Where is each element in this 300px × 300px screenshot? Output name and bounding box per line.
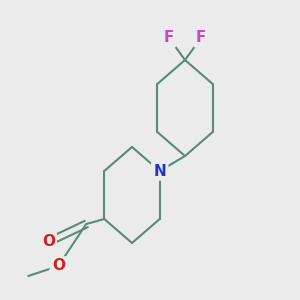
- Text: O: O: [52, 259, 65, 274]
- Text: F: F: [164, 31, 174, 46]
- Text: O: O: [42, 235, 55, 250]
- Text: N: N: [153, 164, 166, 178]
- Text: F: F: [196, 31, 206, 46]
